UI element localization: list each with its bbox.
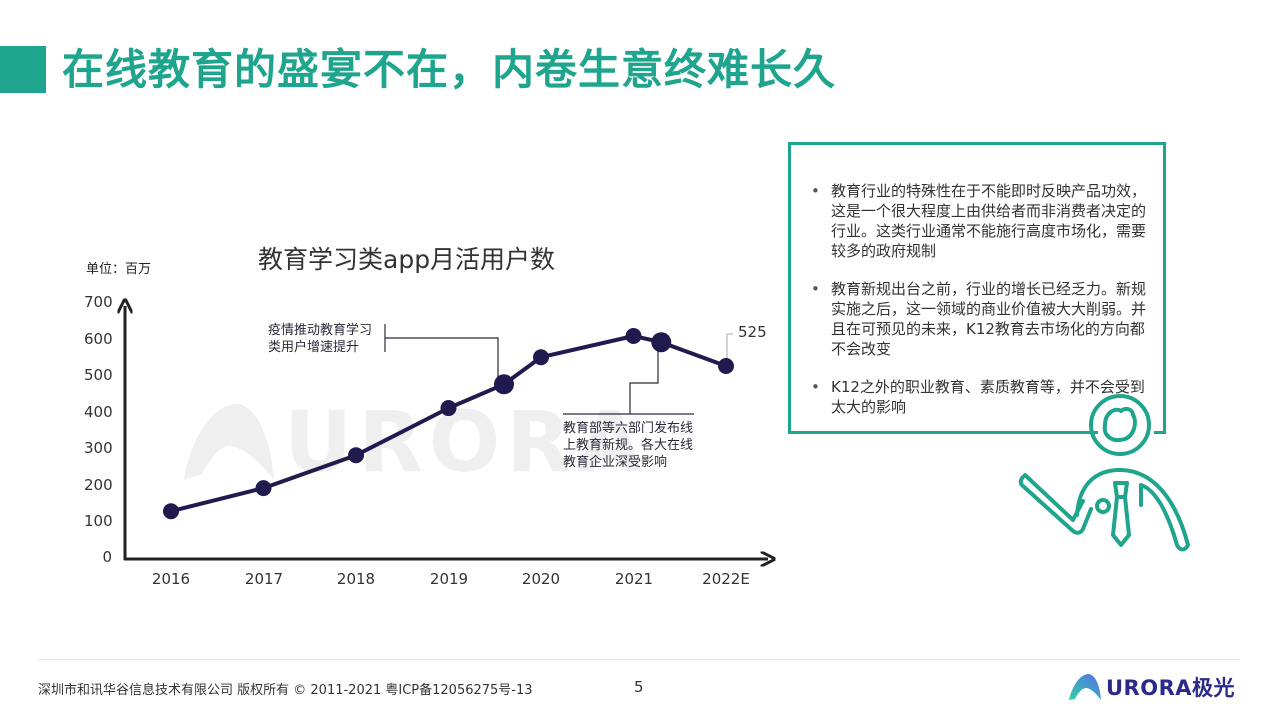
data-point — [494, 374, 514, 395]
aurora-logo-icon — [1069, 674, 1101, 700]
data-point — [255, 480, 272, 497]
data-label-2022e: 525 — [738, 323, 767, 341]
y-tick: 100 — [84, 512, 113, 530]
insight-card: 教育行业的特殊性在于不能即时反映产品功效，这是一个很大程度上由供给者而非消费者决… — [788, 142, 1166, 434]
annotation-regulation: 教育部等六部门发布线 上教育新规。各大在线 教育企业深受影响 — [563, 421, 694, 470]
annotation-leader-2 — [563, 346, 694, 415]
data-point — [533, 349, 549, 366]
insight-list: 教育行业的特殊性在于不能即时反映产品功效，这是一个很大程度上由供给者而非消费者决… — [811, 181, 1151, 435]
y-tick: 700 — [84, 293, 113, 311]
data-point — [163, 503, 179, 520]
y-tick: 500 — [84, 366, 113, 384]
x-tick: 2020 — [521, 570, 561, 588]
x-tick: 2018 — [336, 570, 376, 588]
y-tick: 300 — [84, 439, 113, 457]
aurora-watermark-icon — [184, 404, 274, 480]
data-point — [718, 358, 734, 374]
page-number: 5 — [634, 678, 644, 696]
x-tick: 2019 — [429, 570, 469, 588]
title-accent-bar — [0, 46, 46, 93]
insight-bullet: K12之外的职业教育、素质教育等，并不会受到太大的影响 — [811, 377, 1151, 417]
logo-text: URORA极光 — [1106, 676, 1235, 700]
series-points — [163, 328, 734, 520]
insight-bullet: 教育新规出台之前，行业的增长已经乏力。新规实施之后，这一领域的商业价值被大大削弱… — [811, 279, 1151, 359]
card-border-gap — [1098, 426, 1154, 438]
data-point — [440, 400, 457, 417]
footer-copyright: 深圳市和讯华谷信息技术有限公司 版权所有 © 2011-2021 粤ICP备12… — [38, 683, 533, 698]
chart-title: 教育学习类app月活用户数 — [258, 245, 556, 274]
y-tick: 200 — [84, 476, 113, 494]
annotation-leader-1 — [384, 324, 499, 380]
y-tick: 600 — [84, 330, 113, 348]
data-point — [651, 332, 672, 353]
x-tick: 2017 — [244, 570, 284, 588]
x-tick: 2021 — [614, 570, 654, 588]
aurora-logo: URORA极光 — [1068, 672, 1235, 702]
chart-unit-label: 单位：百万 — [86, 262, 152, 277]
x-tick: 2016 — [151, 570, 191, 588]
data-label-leader — [726, 333, 733, 361]
insight-bullet: 教育行业的特殊性在于不能即时反映产品功效，这是一个很大程度上由供给者而非消费者决… — [811, 181, 1151, 261]
annotation-pandemic: 疫情推动教育学习 类用户增速提升 — [268, 323, 373, 355]
presenter-figure-icon — [1018, 394, 1190, 552]
data-point — [348, 447, 364, 464]
x-tick: 2022E — [702, 570, 750, 588]
page-title: 在线教育的盛宴不在，内卷生意终难长久 — [62, 45, 837, 94]
data-point — [625, 328, 642, 345]
footer-divider — [38, 659, 1240, 660]
y-tick: 0 — [102, 548, 112, 566]
y-tick: 400 — [84, 403, 113, 421]
